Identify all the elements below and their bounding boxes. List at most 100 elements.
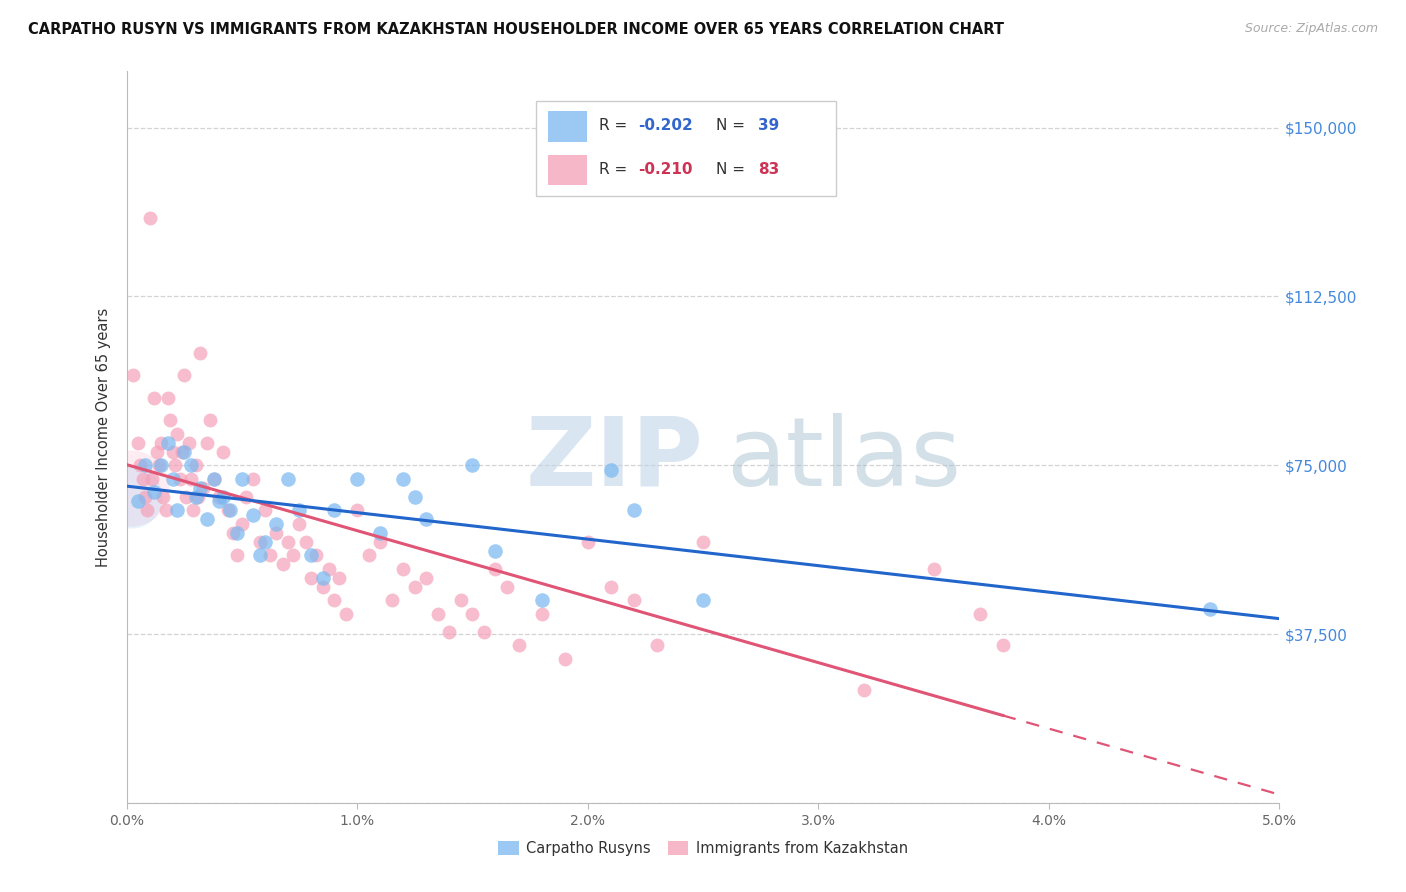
Point: [166, 426, 188, 441]
Point: [273, 558, 295, 572]
Point: [120, 490, 142, 504]
Point: [969, 607, 991, 621]
Point: [157, 391, 180, 405]
Point: [120, 481, 142, 495]
Point: [134, 458, 156, 473]
Point: [415, 512, 437, 526]
Point: [127, 494, 149, 508]
Point: [253, 534, 276, 549]
Point: [426, 607, 449, 621]
Point: [208, 490, 231, 504]
Point: [266, 516, 288, 531]
Point: [318, 562, 340, 576]
Point: [173, 368, 195, 383]
Point: [129, 458, 152, 473]
Point: [226, 548, 249, 562]
Point: [195, 512, 218, 526]
Point: [208, 494, 231, 508]
Point: [472, 624, 495, 639]
Point: [235, 490, 257, 504]
Point: [177, 435, 200, 450]
Point: [143, 391, 166, 405]
Point: [277, 472, 299, 486]
Point: [249, 534, 271, 549]
Point: [162, 472, 184, 486]
Point: [152, 490, 174, 504]
Point: [184, 490, 207, 504]
Point: [184, 458, 207, 473]
Text: ZIP: ZIP: [524, 412, 703, 506]
Point: [150, 458, 173, 473]
Point: [323, 503, 346, 517]
Point: [143, 485, 166, 500]
Point: [311, 580, 333, 594]
Point: [692, 593, 714, 607]
Point: [136, 503, 159, 517]
Point: [346, 503, 368, 517]
Point: [623, 503, 645, 517]
Point: [202, 472, 225, 486]
Point: [141, 472, 163, 486]
Point: [231, 516, 253, 531]
Point: [304, 548, 326, 562]
Point: [323, 593, 346, 607]
Point: [166, 503, 188, 517]
Point: [299, 571, 322, 585]
Point: [173, 444, 195, 458]
Point: [281, 548, 304, 562]
Point: [127, 435, 149, 450]
Point: [198, 413, 221, 427]
Point: [415, 571, 437, 585]
Point: [496, 580, 519, 594]
Point: [169, 472, 191, 486]
Point: [180, 458, 202, 473]
Point: [299, 548, 322, 562]
Point: [599, 580, 621, 594]
Point: [381, 593, 404, 607]
Point: [188, 481, 211, 495]
Point: [484, 543, 506, 558]
Point: [212, 444, 235, 458]
Point: [249, 548, 271, 562]
Point: [508, 638, 530, 652]
Legend: Carpatho Rusyns, Immigrants from Kazakhstan: Carpatho Rusyns, Immigrants from Kazakhs…: [492, 835, 914, 862]
Point: [226, 525, 249, 540]
Point: [461, 607, 484, 621]
Point: [404, 490, 426, 504]
Point: [176, 490, 198, 504]
Point: [922, 562, 945, 576]
Point: [346, 472, 368, 486]
Point: [195, 435, 218, 450]
Point: [163, 458, 186, 473]
Point: [180, 472, 202, 486]
Point: [295, 534, 318, 549]
Point: [162, 444, 184, 458]
Point: [530, 607, 553, 621]
Point: [623, 593, 645, 607]
Point: [145, 444, 167, 458]
Point: [1199, 602, 1222, 616]
Point: [599, 463, 621, 477]
Point: [288, 503, 311, 517]
Point: [368, 534, 391, 549]
Point: [242, 472, 264, 486]
Point: [266, 525, 288, 540]
Point: [692, 534, 714, 549]
Point: [253, 503, 276, 517]
Point: [212, 490, 235, 504]
Point: [159, 413, 181, 427]
Point: [392, 562, 415, 576]
Y-axis label: Householder Income Over 65 years: Householder Income Over 65 years: [96, 308, 111, 566]
Point: [461, 458, 484, 473]
Point: [484, 562, 506, 576]
Point: [188, 345, 211, 359]
Point: [202, 472, 225, 486]
Point: [138, 211, 160, 225]
Point: [148, 458, 170, 473]
Point: [122, 368, 145, 383]
Point: [450, 593, 472, 607]
Text: Source: ZipAtlas.com: Source: ZipAtlas.com: [1244, 22, 1378, 36]
Point: [288, 516, 311, 531]
Point: [155, 503, 177, 517]
Point: [645, 638, 668, 652]
